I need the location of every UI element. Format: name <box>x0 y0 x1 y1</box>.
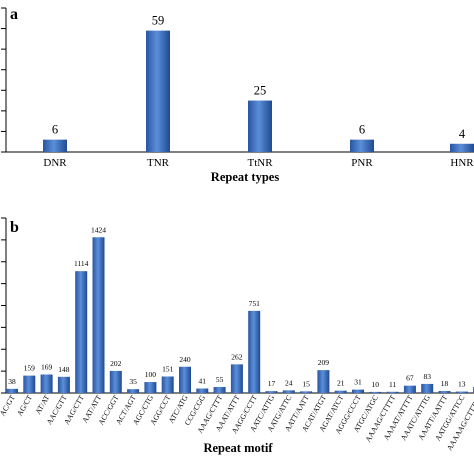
panel-b-bar <box>334 390 347 393</box>
panel-b-bar <box>230 364 243 393</box>
panel-b-bar <box>6 388 18 393</box>
panel-a-y-ticks <box>1 7 6 153</box>
panel-b-bar <box>421 383 434 393</box>
panel-b-value-label: 24 <box>285 378 293 387</box>
panel-a-value-label: 59 <box>152 14 165 28</box>
panel-b-value-label: 100 <box>145 370 157 379</box>
panel-b-value-label: 1114 <box>74 259 89 268</box>
panel-b-bar <box>438 391 451 393</box>
panel-b-category-label: AC/GT <box>0 393 17 417</box>
panel-a-bar <box>248 100 272 152</box>
panel-b-bar <box>161 376 174 393</box>
panel-a-bar <box>146 30 170 152</box>
panel-b-value-label: 83 <box>423 372 431 381</box>
panel-b-y-ticks <box>1 217 6 394</box>
panel-b-value-label: 148 <box>58 365 70 374</box>
panel-b-bar <box>92 237 105 393</box>
panel-b-value-label: 67 <box>406 374 414 383</box>
panel-b-value-label: 151 <box>162 364 174 373</box>
panel-b-bar <box>317 370 330 393</box>
panel-b-letter: b <box>10 219 19 236</box>
panel-b-bar <box>23 375 36 393</box>
panel-b-x-axis-title: Repeat motif <box>203 441 273 455</box>
panel-b-value-label: 31 <box>354 378 362 387</box>
panel-a-letter: a <box>10 6 18 23</box>
panel-a-x-axis-title: Repeat types <box>211 170 280 184</box>
panel-b-bar <box>109 370 122 393</box>
panel-b-value-label: 18 <box>441 379 449 388</box>
panel-b-value-label: 10 <box>372 380 380 389</box>
panel-b-bar <box>144 382 157 393</box>
panel-b-value-label: 11 <box>389 380 396 389</box>
panel-a-category-label: PNR <box>351 157 373 169</box>
panel-a-bars <box>43 30 474 152</box>
panel-a-bar <box>450 143 474 152</box>
panel-b-bar <box>300 391 313 393</box>
panel-b-value-label: 35 <box>129 377 137 386</box>
panel-b-value-label: 169 <box>41 363 53 372</box>
panel-b-value-label: 38 <box>8 377 16 386</box>
panel-a-value-label: 6 <box>52 123 58 137</box>
panel-b-value-label: 262 <box>231 352 243 361</box>
panel-b-bar <box>213 386 226 393</box>
panel-b-value-label: 15 <box>302 379 310 388</box>
panel-b-value-label: 159 <box>24 364 36 373</box>
chart-panel-a: a 6 59 25 6 4 DNR TNR TtNR PNR HNR Repeat types <box>1 6 474 184</box>
panel-b-value-label: 17 <box>268 379 276 388</box>
panel-b-bar <box>127 389 140 393</box>
panel-b-bar <box>196 388 209 393</box>
chart-panel-b: b 38 159 169 148 1114 1424 202 35 100 151 240 41 55 2… <box>0 217 474 455</box>
panel-b-category-label: AG/CT <box>15 393 34 417</box>
panel-b-bar <box>455 391 468 393</box>
panel-a-category-label: HNR <box>450 157 474 169</box>
panel-b-bar <box>248 310 261 393</box>
panel-b-value-label: 1424 <box>91 225 106 234</box>
panel-a-value-label: 6 <box>359 123 365 137</box>
panel-a-value-labels: 6 59 25 6 4 <box>52 14 466 141</box>
panel-b-value-label: 21 <box>337 379 345 388</box>
panel-a-value-label: 4 <box>459 127 466 141</box>
panel-b-value-labels: 38 159 169 148 1114 1424 202 35 100 151 240 41 55 262… <box>8 225 466 389</box>
panel-a-value-label: 25 <box>254 84 267 98</box>
panel-b-bar <box>265 391 278 393</box>
panel-a-bar <box>350 139 374 152</box>
panel-b-bar <box>282 390 295 393</box>
panel-b-value-label: 240 <box>179 355 191 364</box>
panel-b-bar <box>403 385 416 393</box>
panel-b-category-label: AT/AT <box>33 393 51 416</box>
panel-b-bar <box>40 374 53 393</box>
panel-b-value-label: 202 <box>110 359 122 368</box>
panel-b-bar <box>386 391 399 393</box>
panel-b-value-label: 55 <box>216 375 224 384</box>
panel-a-category-label: TtNR <box>247 157 273 169</box>
panel-b-bar <box>75 271 88 393</box>
panel-b-bar <box>57 376 70 393</box>
panel-a-category-labels: DNR TNR TtNR PNR HNR <box>43 157 474 169</box>
panel-b-value-label: 209 <box>318 358 330 367</box>
panel-a-category-label: TNR <box>147 157 170 169</box>
panel-b-value-label: 13 <box>458 380 466 389</box>
panel-b-bar <box>179 366 191 393</box>
panel-a-category-label: DNR <box>43 157 67 169</box>
panel-b-bar <box>369 391 382 393</box>
panel-b-value-label: 751 <box>249 299 261 308</box>
panel-a-bar <box>43 139 67 152</box>
panel-b-value-label: 41 <box>199 377 207 386</box>
panel-b-bars <box>6 237 474 393</box>
panel-b-bar <box>352 389 364 393</box>
